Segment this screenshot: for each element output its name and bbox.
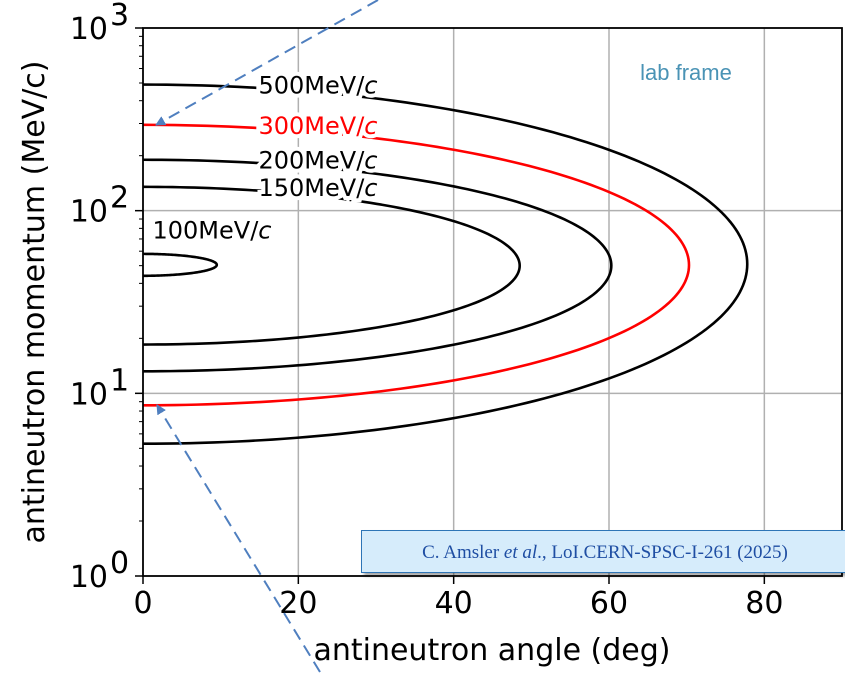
y-tick-exponent: 0	[110, 546, 129, 581]
contour-curve	[143, 123, 691, 407]
x-tick-label: 60	[590, 586, 628, 621]
x-tick-label: 0	[133, 586, 152, 621]
x-axis-ticks: 0 20 40 60 80	[133, 576, 783, 621]
contour-curve	[143, 158, 613, 373]
x-tick-label: 40	[435, 586, 473, 621]
curve-label: 100MeV/c	[153, 216, 272, 244]
y-tick-exponent: 1	[110, 363, 129, 398]
curve-label-unit: c	[364, 147, 377, 175]
citation-box: C. Amsler et al., LoI.CERN-SPSC-I-261 (2…	[361, 530, 845, 573]
y-axis-title: antineutron momentum (MeV/c)	[17, 60, 52, 543]
plot-frame	[142, 27, 843, 577]
arrow-lower	[156, 404, 321, 673]
contour-curves	[143, 83, 749, 445]
y-tick-label: 10	[70, 12, 108, 47]
curve-label: 500MeV/c	[259, 72, 378, 100]
curve-label: 300MeV/c	[259, 112, 378, 140]
curve-label-value: 150MeV/	[259, 174, 366, 202]
y-tick-label: 10	[70, 195, 108, 230]
curve-label-unit: c	[258, 216, 271, 244]
arrow-upper	[155, 0, 379, 126]
curve-label-value: 100MeV/	[153, 216, 260, 244]
y-tick-label: 10	[70, 377, 108, 412]
y-tick-exponent: 3	[110, 0, 129, 33]
curve-label: 200MeV/c	[259, 147, 378, 175]
curve-label-unit: c	[364, 72, 377, 100]
citation-suffix: ., LoI.CERN-SPSC-I-261 (2025)	[537, 542, 788, 563]
curve-label: 150MeV/c	[259, 174, 378, 202]
y-tick-label: 10	[70, 560, 108, 595]
curve-label-value: 300MeV/	[259, 112, 366, 140]
contour-curve	[143, 252, 219, 278]
x-axis-title: antineutron angle (deg)	[313, 633, 670, 668]
curve-label-value: 500MeV/	[259, 72, 366, 100]
y-tick-exponent: 2	[110, 181, 129, 216]
curve-label-value: 200MeV/	[259, 147, 366, 175]
x-tick-label: 80	[745, 586, 783, 621]
curve-label-unit: c	[364, 112, 377, 140]
frame-label: lab frame	[640, 60, 732, 85]
citation-etal: et al	[503, 542, 538, 563]
contour-curve	[143, 185, 521, 346]
curve-label-unit: c	[364, 174, 377, 202]
citation-prefix: C. Amsler	[422, 542, 504, 563]
grid-lines	[143, 28, 842, 576]
contour-curve	[143, 83, 749, 445]
